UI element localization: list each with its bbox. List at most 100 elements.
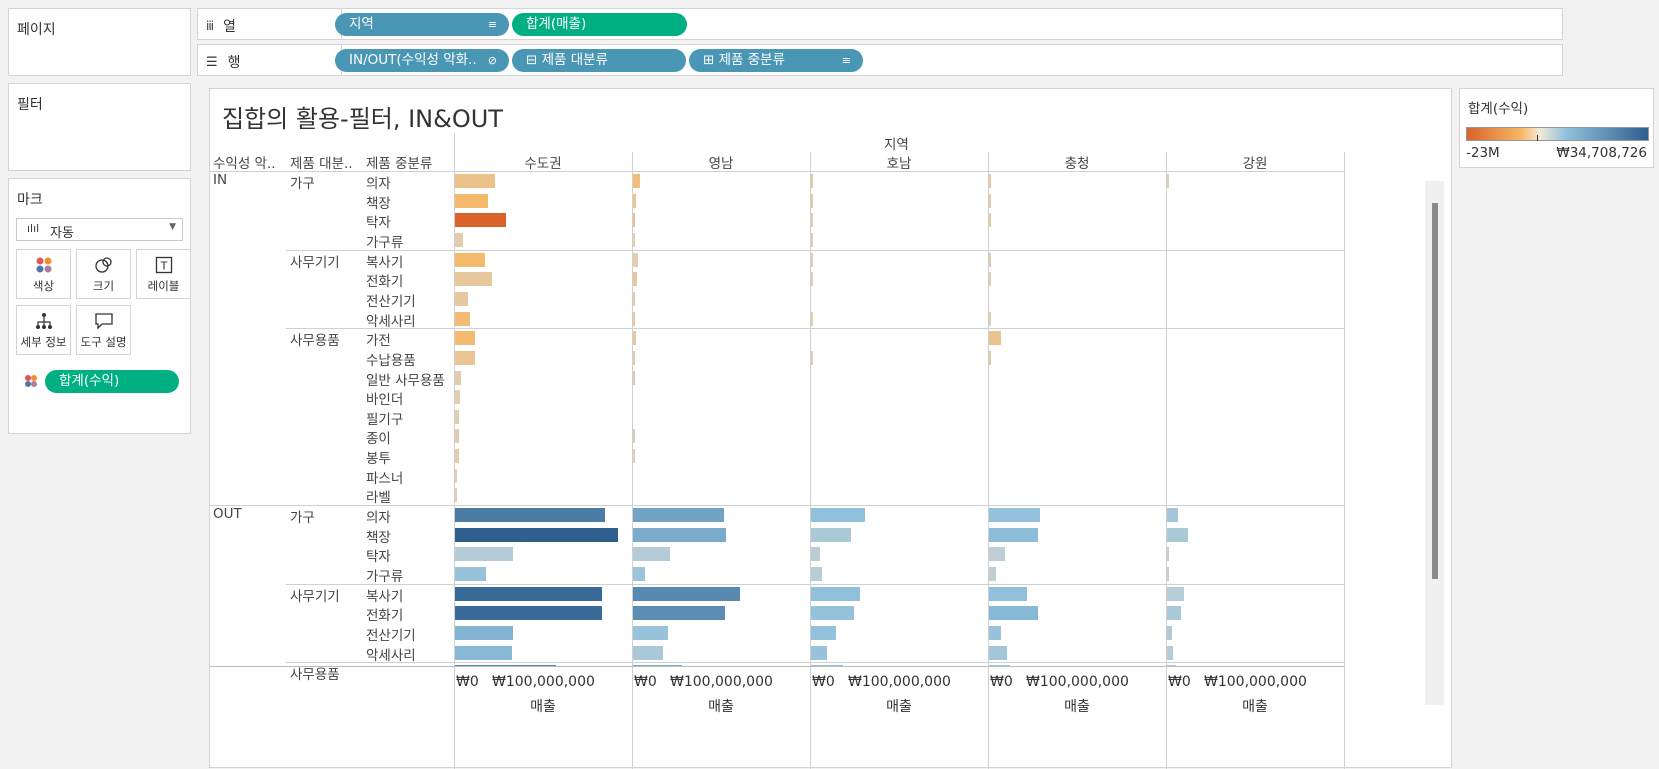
bar-17-2[interactable] (811, 508, 865, 523)
label-button[interactable]: T 레이블 (136, 249, 191, 299)
bar-11-0[interactable] (455, 390, 460, 405)
bar-23-4[interactable] (1167, 625, 1172, 640)
bar-9-3[interactable] (989, 350, 992, 365)
bar-21-3[interactable] (989, 586, 1027, 601)
bar-7-1[interactable] (633, 311, 635, 326)
bar-1-0[interactable] (455, 193, 488, 208)
bar-24-2[interactable] (811, 645, 828, 660)
bar-19-2[interactable] (811, 547, 821, 562)
bar-24-3[interactable] (989, 645, 1008, 660)
bar-21-1[interactable] (633, 586, 741, 601)
bar-13-0[interactable] (455, 429, 460, 444)
color-field-pill[interactable]: 합계(수익) (45, 370, 179, 393)
bar-0-4[interactable] (1167, 174, 1169, 188)
bar-20-4[interactable] (1167, 567, 1169, 581)
bar-6-1[interactable] (633, 291, 635, 306)
bar-4-0[interactable] (455, 252, 486, 267)
scrollbar-track[interactable] (1425, 181, 1444, 705)
bar-21-2[interactable] (811, 586, 861, 601)
bar-25-4[interactable] (1167, 665, 1177, 666)
bar-0-0[interactable] (455, 174, 495, 188)
bar-18-1[interactable] (633, 527, 727, 542)
tooltip-button[interactable]: 도구 설명 (76, 305, 131, 355)
bar-25-1[interactable] (633, 665, 682, 666)
bar-16-0[interactable] (455, 488, 457, 503)
bar-9-1[interactable] (633, 350, 636, 365)
bar-9-0[interactable] (455, 350, 475, 365)
bar-13-1[interactable] (633, 429, 635, 444)
row-pill-subcategory[interactable]: ⊞ 제품 중분류 ≡ (689, 49, 863, 72)
bar-4-2[interactable] (811, 252, 813, 267)
bar-0-3[interactable] (989, 174, 991, 188)
color-legend[interactable]: 합계(수익) -23M ₩34,708,726 (1459, 88, 1654, 168)
bar-12-0[interactable] (455, 409, 460, 424)
color-button[interactable]: 색상 (16, 249, 71, 299)
bar-20-3[interactable] (989, 567, 997, 581)
bar-18-4[interactable] (1167, 527, 1188, 542)
bar-6-0[interactable] (455, 291, 469, 306)
bar-4-3[interactable] (989, 252, 991, 267)
bar-25-3[interactable] (989, 665, 1010, 666)
bar-14-0[interactable] (455, 449, 460, 464)
bar-20-0[interactable] (455, 567, 487, 581)
bar-14-1[interactable] (633, 449, 635, 464)
bar-23-3[interactable] (989, 625, 1001, 640)
columns-shelf[interactable]: iii 열 지역 ≡ 합계(매출) (197, 8, 1563, 40)
bar-3-1[interactable] (633, 232, 635, 247)
pages-panel[interactable]: 페이지 (8, 8, 191, 76)
scrollbar-thumb[interactable] (1432, 203, 1438, 579)
bar-19-1[interactable] (633, 547, 671, 562)
bar-7-2[interactable] (811, 311, 813, 326)
bar-2-1[interactable] (633, 213, 636, 228)
bar-17-1[interactable] (633, 508, 725, 523)
bar-1-1[interactable] (633, 193, 637, 208)
bar-25-0[interactable] (455, 665, 557, 666)
bar-7-3[interactable] (989, 311, 991, 326)
bar-23-1[interactable] (633, 625, 668, 640)
bar-17-3[interactable] (989, 508, 1041, 523)
bar-20-2[interactable] (811, 567, 822, 581)
bar-22-2[interactable] (811, 606, 854, 621)
bar-17-4[interactable] (1167, 508, 1178, 523)
bar-20-1[interactable] (633, 567, 646, 581)
bar-19-4[interactable] (1167, 547, 1169, 562)
bar-10-0[interactable] (455, 370, 461, 385)
row-pill-in-out-set[interactable]: IN/OUT(수익성 악화.. ⊘ (335, 49, 509, 72)
filters-panel[interactable]: 필터 (8, 83, 191, 171)
bar-8-3[interactable] (989, 331, 1001, 346)
bar-25-2[interactable] (811, 665, 844, 666)
detail-button[interactable]: 세부 정보 (16, 305, 71, 355)
bar-24-4[interactable] (1167, 645, 1173, 660)
bar-1-3[interactable] (989, 193, 991, 208)
bar-3-0[interactable] (455, 232, 464, 247)
bar-8-0[interactable] (455, 331, 475, 346)
bar-22-1[interactable] (633, 606, 726, 621)
bar-4-1[interactable] (633, 252, 638, 267)
size-button[interactable]: 크기 (76, 249, 131, 299)
bar-7-0[interactable] (455, 311, 470, 326)
bar-24-0[interactable] (455, 645, 512, 660)
bar-24-1[interactable] (633, 645, 663, 660)
bar-22-4[interactable] (1167, 606, 1181, 621)
column-pill-sum-sales[interactable]: 합계(매출) (512, 13, 687, 36)
bar-2-2[interactable] (811, 213, 813, 228)
bar-19-0[interactable] (455, 547, 513, 562)
bar-21-4[interactable] (1167, 586, 1185, 601)
bar-1-2[interactable] (811, 193, 813, 208)
bar-10-1[interactable] (633, 370, 635, 385)
bar-17-0[interactable] (455, 508, 605, 523)
bar-8-1[interactable] (633, 331, 637, 346)
row-pill-category[interactable]: ⊟ 제품 대분류 (512, 49, 686, 72)
mark-type-dropdown[interactable]: ılıl 자동 ▼ (16, 218, 183, 241)
bar-22-0[interactable] (455, 606, 603, 621)
bar-22-3[interactable] (989, 606, 1039, 621)
chart-area[interactable]: 지역 수익성 악.. 제품 대분.. 제품 중분류 수도권 영남 호남 충청 강원 IN 가구 의자 책… (210, 89, 1453, 769)
bar-0-1[interactable] (633, 174, 640, 188)
bar-18-3[interactable] (989, 527, 1038, 542)
bar-19-3[interactable] (989, 547, 1005, 562)
bar-5-1[interactable] (633, 272, 638, 287)
bar-15-0[interactable] (455, 468, 457, 483)
rows-shelf[interactable]: ☰ 행 IN/OUT(수익성 악화.. ⊘ ⊟ 제품 대분류 ⊞ 제품 중분류 … (197, 44, 1563, 76)
column-pill-region[interactable]: 지역 ≡ (335, 13, 509, 36)
bar-18-0[interactable] (455, 527, 618, 542)
